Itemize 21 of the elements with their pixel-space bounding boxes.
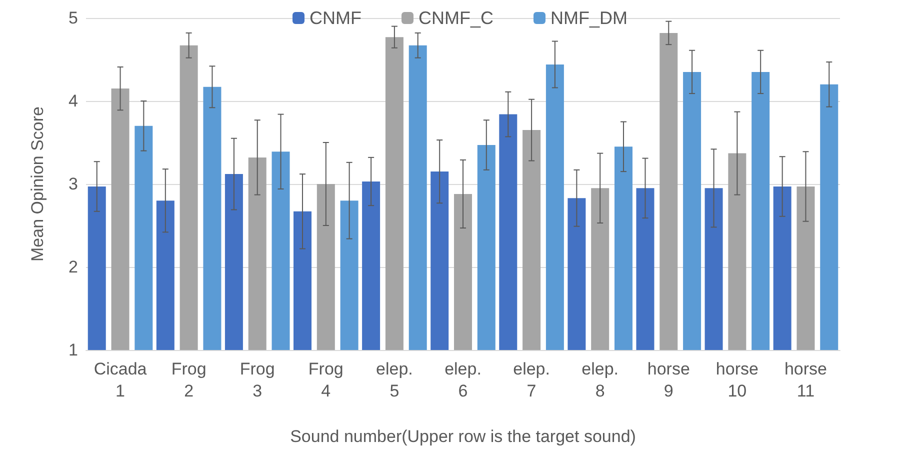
y-tick-label: 2 <box>68 258 78 276</box>
y-axis-title: Mean Opinion Score <box>28 106 47 262</box>
x-tick-label: Frog 3 <box>240 360 275 400</box>
legend-label: CNMF <box>310 8 362 28</box>
y-tick-label: 3 <box>68 174 78 194</box>
x-tick-label: elep. 8 <box>582 360 619 400</box>
legend-label: CNMF_C <box>418 8 494 28</box>
x-tick-label: elep. 6 <box>444 360 482 400</box>
y-tick-label: 1 <box>68 340 78 360</box>
x-axis-title: Sound number(Upper row is the target sound) <box>290 427 636 446</box>
x-tick-label: horse 10 <box>716 360 758 400</box>
x-tick-label: Frog 4 <box>308 360 344 400</box>
x-tick-label: elep. 5 <box>376 360 413 400</box>
x-tick-label: horse 9 <box>647 360 690 400</box>
legend-label: NMF_DM <box>550 8 628 28</box>
y-tick-label: 5 <box>68 8 78 28</box>
x-tick-label: elep. 7 <box>513 360 550 400</box>
x-tick-label: horse 11 <box>784 360 827 400</box>
x-tick-label: Cicada 1 <box>94 360 148 400</box>
x-tick-label: Frog 2 <box>171 360 206 400</box>
y-tick-label: 4 <box>68 92 78 110</box>
